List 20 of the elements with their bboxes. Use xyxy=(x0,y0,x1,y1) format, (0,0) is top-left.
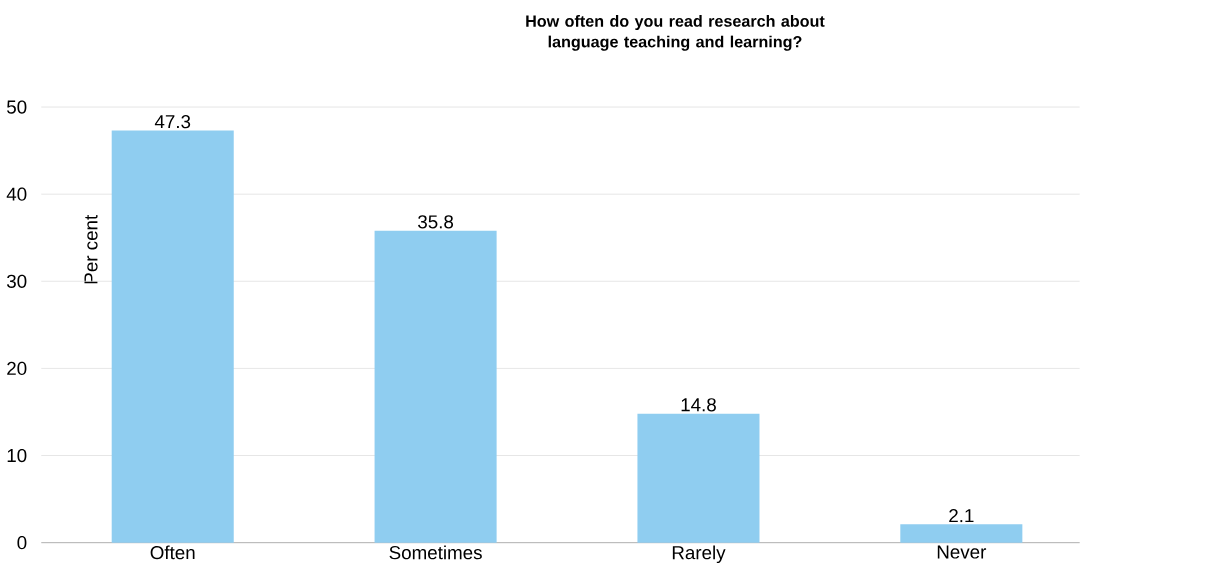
data-label: 35.8 xyxy=(418,215,454,229)
y-tick-label: 50 xyxy=(7,100,27,114)
y-tick-label: 10 xyxy=(7,449,27,463)
y-tick-label: 30 xyxy=(6,274,27,289)
x-tick-label: Sometimes xyxy=(389,545,482,560)
y-tick-label: 0 xyxy=(17,536,27,550)
data-label: 14.8 xyxy=(681,398,716,412)
bar xyxy=(900,524,1023,543)
x-tick-label: Rarely xyxy=(672,545,726,564)
bar xyxy=(374,230,497,543)
data-label: 2.1 xyxy=(949,509,974,523)
x-tick-label: Often xyxy=(150,545,195,560)
y-tick-label: 20 xyxy=(7,361,27,376)
bar xyxy=(637,413,760,543)
y-axis-title: Per cent xyxy=(84,215,98,284)
chart-title: How often do you read research about language teaching and learning? xyxy=(526,15,825,51)
bar xyxy=(111,130,234,543)
y-tick-label: 40 xyxy=(6,187,27,202)
x-tick-label: Never xyxy=(937,545,987,559)
data-label: 47.3 xyxy=(154,115,191,129)
